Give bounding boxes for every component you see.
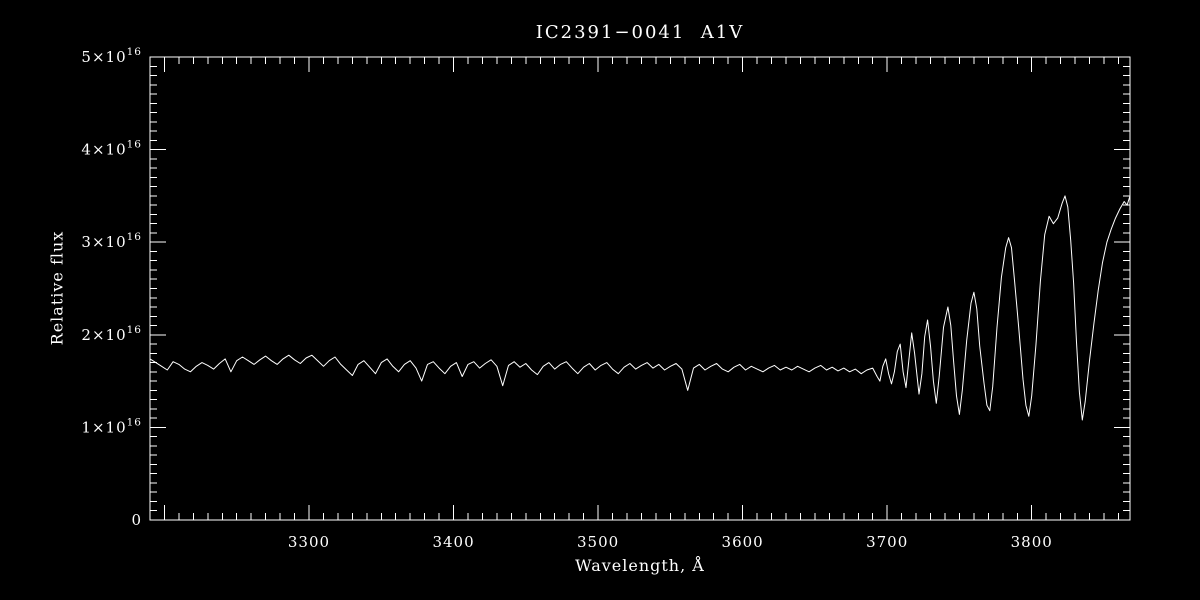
y-tick-label: 2×1016: [81, 324, 142, 344]
y-tick-label: 4×1016: [81, 139, 142, 159]
x-tick-label: 3500: [577, 533, 619, 551]
y-tick-label: 5×1016: [81, 46, 142, 66]
x-tick-label: 3800: [1011, 533, 1053, 551]
chart-title: IC2391−0041 A1V: [535, 22, 745, 43]
y-tick-label: 3×1016: [81, 231, 142, 251]
y-tick-label: 1×1016: [81, 416, 142, 436]
y-tick-label: 0: [131, 511, 142, 529]
x-axis-label: Wavelength, Å: [575, 556, 705, 575]
tick-labels: 3300 3400 3500 3600 3700 3800 0 1×1016 2×1016 3×1…: [81, 46, 1053, 551]
x-tick-label: 3600: [722, 533, 764, 551]
x-tick-label: 3700: [866, 533, 908, 551]
x-tick-label: 3300: [288, 533, 330, 551]
axes-box: [149, 56, 1131, 521]
y-axis-label: Relative flux: [47, 230, 67, 346]
x-tick-label: 3400: [432, 533, 474, 551]
spectrum-curve: [149, 195, 1131, 421]
